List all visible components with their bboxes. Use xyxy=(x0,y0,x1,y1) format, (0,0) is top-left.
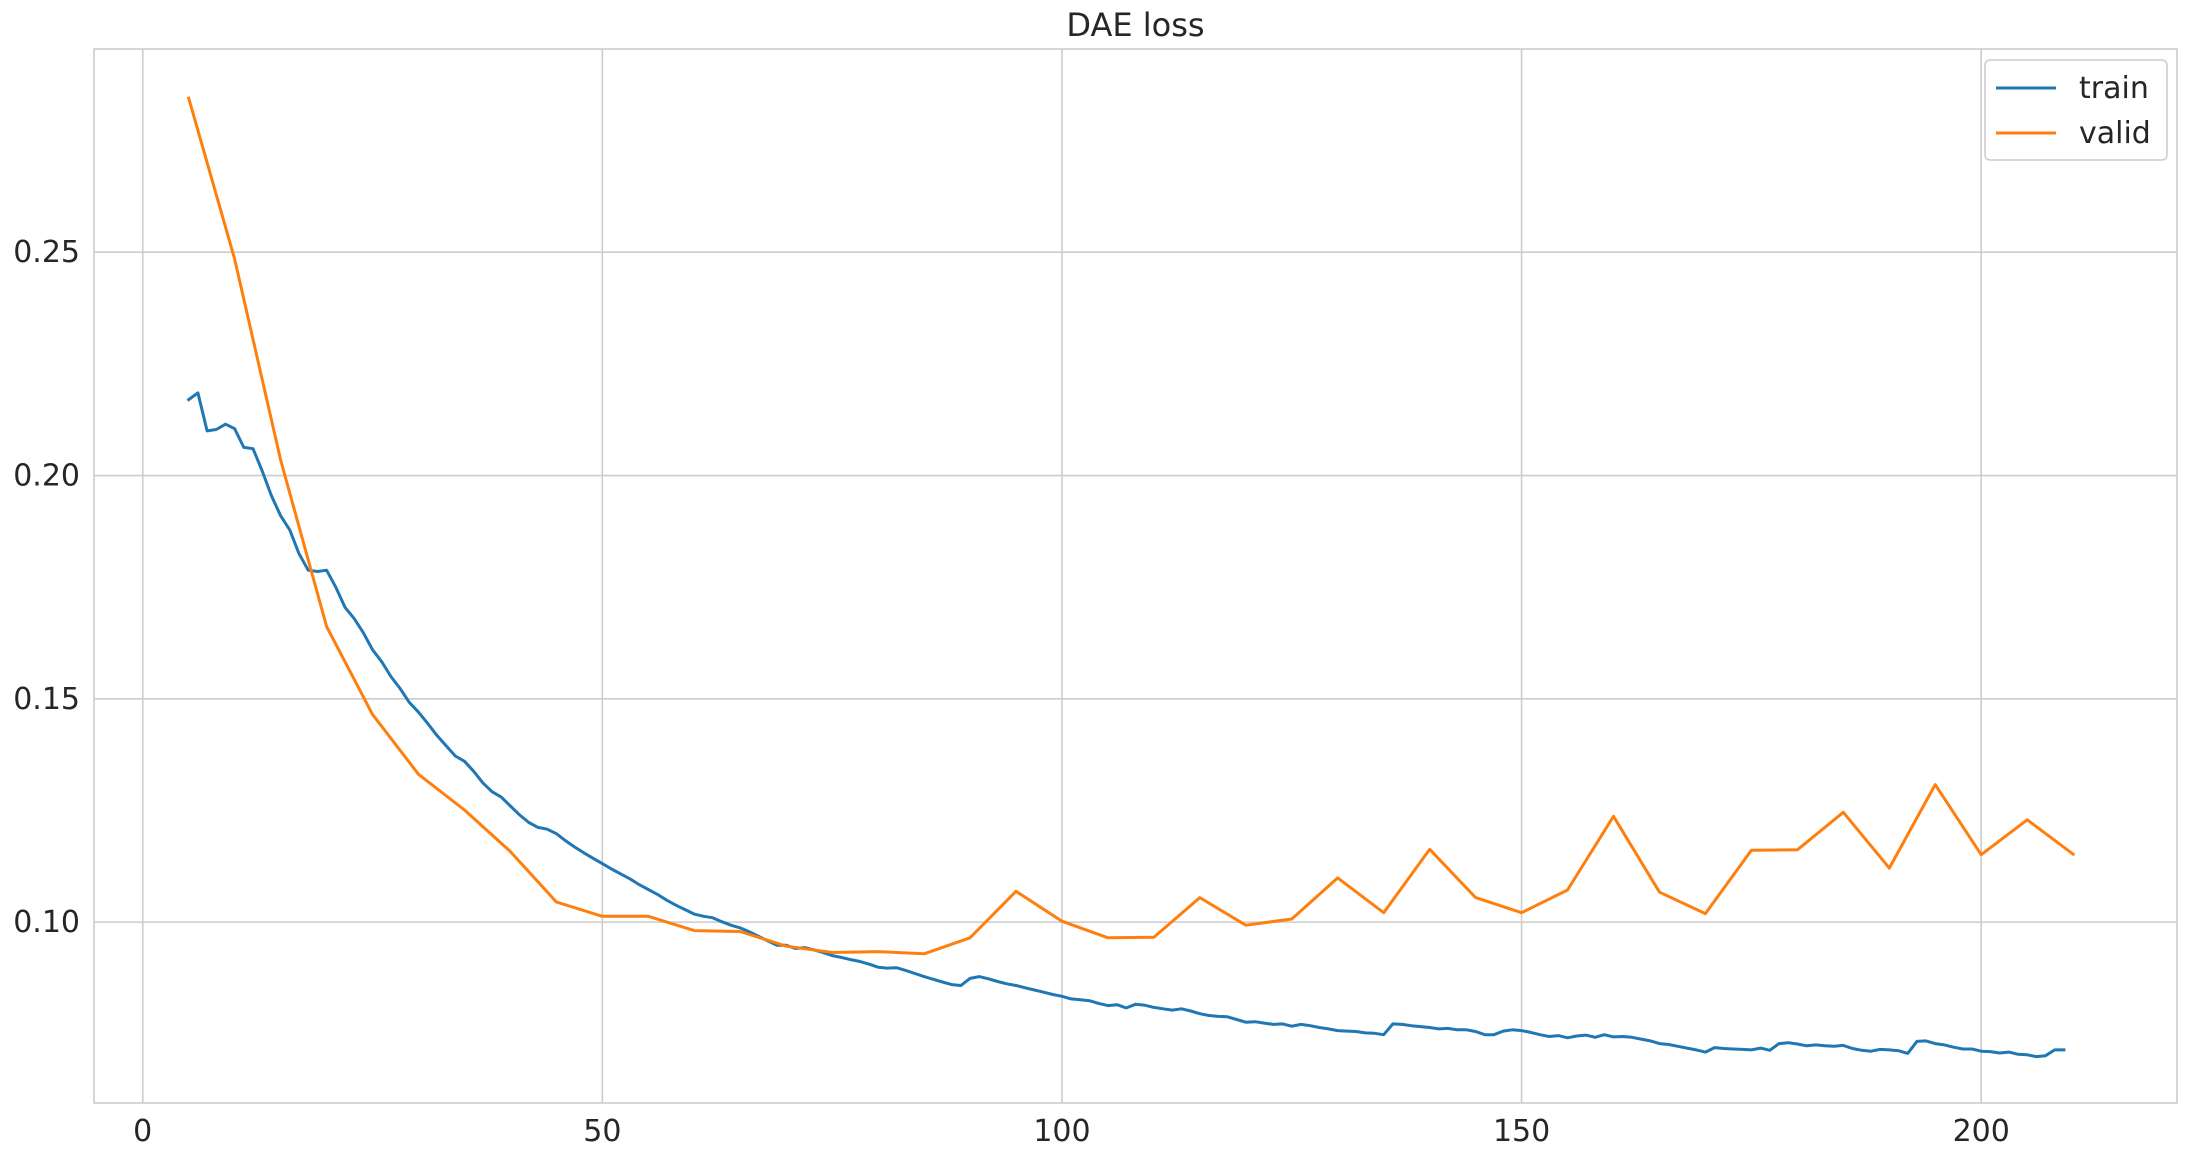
x-tick-label: 0 xyxy=(133,1114,152,1149)
x-tick-label: 100 xyxy=(1033,1114,1090,1149)
y-tick-label: 0.20 xyxy=(13,459,80,494)
plot-frame xyxy=(93,48,2178,1104)
series-line-valid xyxy=(186,96,2076,956)
x-tick-label: 150 xyxy=(1493,1114,1550,1149)
legend-label-train: train xyxy=(2079,71,2149,106)
x-tick-label: 200 xyxy=(1953,1114,2010,1149)
legend-box xyxy=(1984,59,2168,161)
x-tick-label: 50 xyxy=(583,1114,621,1149)
legend: train valid xyxy=(1984,59,2168,161)
grid-lines xyxy=(94,49,2177,1103)
y-tick-label: 0.25 xyxy=(13,235,80,270)
tick-labels: 0 50 100 150 200 0.10 0.15 0.20 0.25 xyxy=(13,235,2010,1149)
series-lines xyxy=(186,96,2076,1059)
series-line-train xyxy=(186,391,2066,1059)
y-tick-label: 0.15 xyxy=(13,682,80,717)
chart-title: DAE loss xyxy=(1066,6,1204,44)
y-tick-label: 0.10 xyxy=(13,905,80,940)
legend-label-valid: valid xyxy=(2079,116,2151,151)
